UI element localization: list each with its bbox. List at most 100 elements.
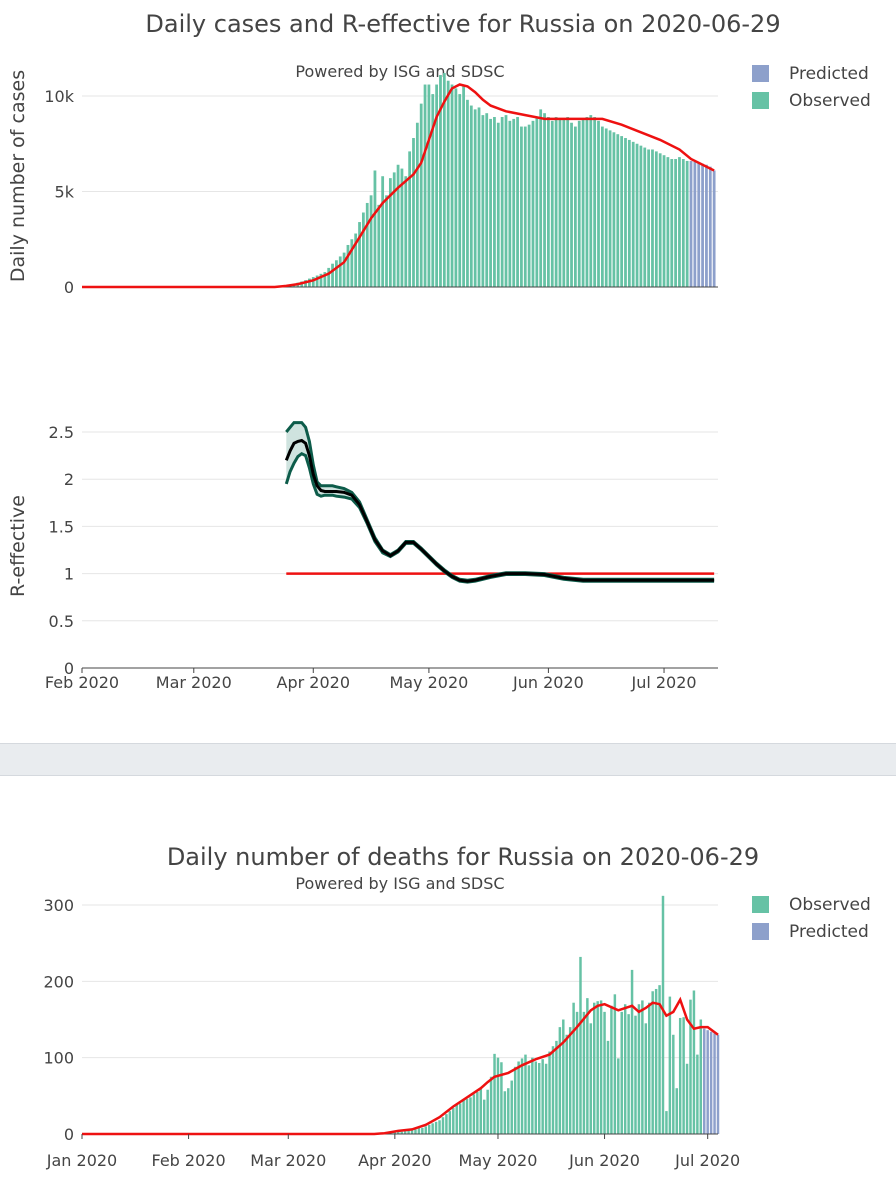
observed-bar [445,1114,448,1134]
observed-bar [431,94,435,287]
observed-bar [486,1089,489,1134]
observed-bar [600,126,604,287]
observed-bar [469,105,473,287]
cases-chart-title: Daily cases and R-effective for Russia o… [145,10,781,38]
observed-bar [674,159,677,287]
observed-bar [534,1061,538,1134]
observed-bar [531,1057,534,1134]
predicted-bar [713,1033,716,1134]
observed-bar [570,122,573,288]
observed-bar [438,1120,441,1134]
deaths-legend: Observed Predicted [752,891,871,945]
observed-bar [408,151,412,287]
x-tick-label: Apr 2020 [358,1151,431,1170]
observed-bar [643,147,647,287]
observed-bar [458,1103,462,1134]
y-tick-label: 0 [64,1125,74,1144]
legend-item-observed[interactable]: Observed [752,87,871,114]
x-tick-label: Mar 2020 [250,1151,326,1170]
observed-bar [639,145,643,287]
observed-bar [304,280,307,287]
observed-bar [620,1011,623,1134]
y-tick-label: 2.5 [49,423,74,442]
observed-bar [392,172,396,287]
observed-bar [377,204,381,287]
observed-bar [566,117,570,287]
y-tick-label: 300 [43,896,74,915]
observed-bar [319,273,323,287]
observed-bar [582,1011,586,1134]
observed-bar [562,1019,565,1134]
predicted-bar [706,1030,709,1134]
observed-bar [346,244,350,287]
x-tick-label: Feb 2020 [45,673,119,692]
observed-bar [689,999,692,1134]
observed-bar [476,1092,479,1134]
observed-bar [558,118,562,287]
observed-bar [527,124,531,288]
predicted-bar [712,170,716,287]
section-divider [0,743,896,776]
observed-bar [613,994,617,1134]
observed-bar [630,969,634,1134]
observed-bar [448,1111,452,1134]
legend-swatch-predicted [752,65,769,82]
legend-item-predicted[interactable]: Predicted [752,918,871,945]
observed-bar [342,252,346,287]
observed-bar [593,117,597,287]
observed-bar [489,118,492,287]
observed-bar [579,956,582,1134]
legend-item-predicted[interactable]: Predicted [752,60,871,87]
observed-bar [510,1080,513,1134]
observed-bar [682,1017,685,1134]
observed-bar [658,153,662,287]
observed-bar [612,132,616,287]
observed-bar [354,233,358,287]
observed-bar [427,84,431,287]
observed-bar [473,109,477,288]
y-tick-label: 10k [44,87,74,106]
observed-bar [589,115,593,287]
observed-bar [520,126,523,287]
observed-bar [562,118,566,287]
observed-bar [675,1088,678,1134]
observed-bar [338,256,342,287]
cases-chart-subtitle: Powered by ISG and SDSC [295,62,505,81]
observed-bar [558,1027,562,1134]
observed-bar [403,1130,407,1134]
observed-bar [617,1058,620,1134]
observed-bar [462,1100,465,1134]
y-tick-label: 0 [64,659,74,678]
y-tick-label: 5k [55,183,75,202]
observed-bar [620,136,624,287]
deaths-chart-title: Daily number of deaths for Russia on 202… [166,843,760,871]
observed-bar [452,1108,455,1134]
legend-label: Observed [789,894,871,915]
predicted-bar [709,1031,713,1134]
observed-bar [358,222,361,287]
observed-bar [654,151,658,287]
observed-bar [489,1076,493,1134]
observed-bar [568,1027,572,1134]
predicted-bar [701,163,704,287]
observed-bar [308,278,311,287]
observed-bar [516,117,519,287]
observed-bar [496,122,500,288]
x-tick-label: Jul 2020 [630,673,696,692]
observed-bar [400,168,404,287]
observed-bar [641,1000,644,1134]
x-tick-label: Jun 2020 [568,1151,640,1170]
observed-bar [547,117,550,287]
observed-bar [441,1117,445,1134]
x-tick-label: Apr 2020 [277,673,350,692]
fit-line [82,83,715,289]
legend-item-observed[interactable]: Observed [752,891,871,918]
observed-bar [535,117,539,287]
observed-bar [665,1111,668,1134]
observed-bar [485,113,489,287]
x-tick-label: Jul 2020 [674,1151,740,1170]
observed-bar [699,1019,703,1134]
observed-bar [610,1005,613,1134]
observed-bar [681,159,685,287]
legend-label: Observed [789,90,871,111]
